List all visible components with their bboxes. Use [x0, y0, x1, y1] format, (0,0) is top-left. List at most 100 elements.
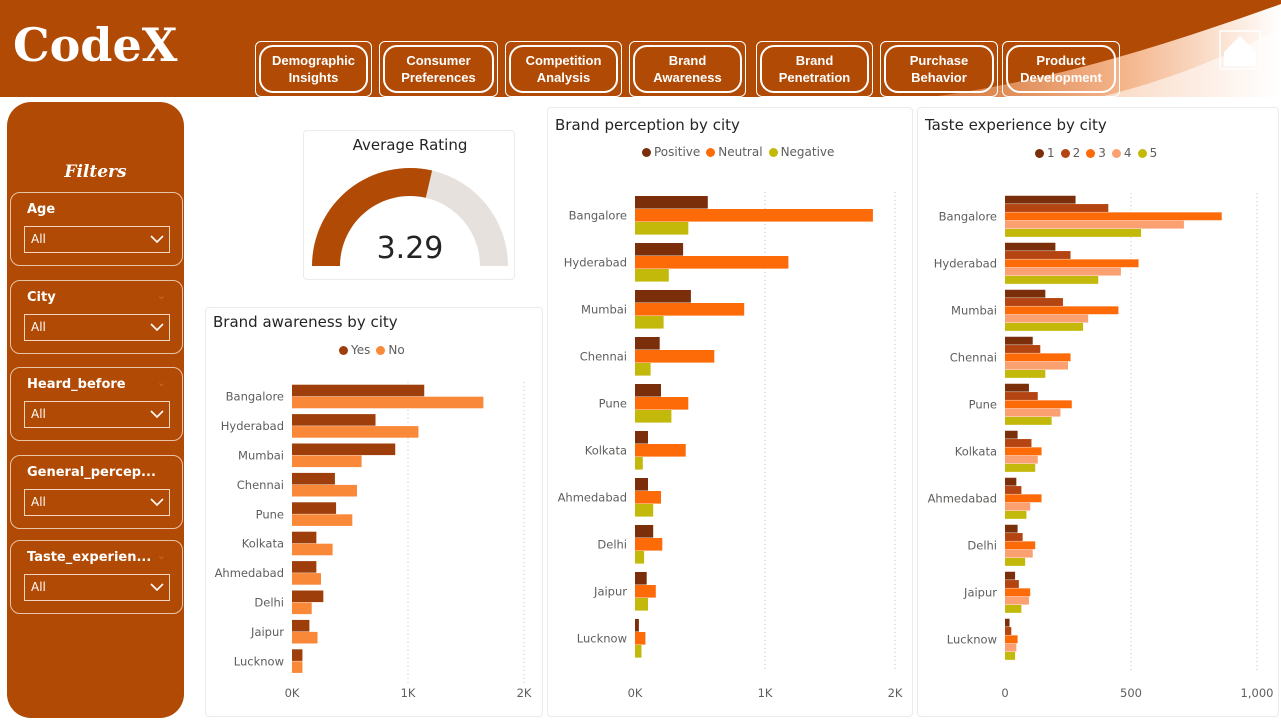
- bar-2[interactable]: [1005, 439, 1032, 447]
- bar-3[interactable]: [1005, 588, 1031, 597]
- bar-5[interactable]: [1005, 510, 1027, 519]
- legend-item[interactable]: 2: [1060, 146, 1080, 160]
- nav-competition-analysis[interactable]: Competition Analysis: [505, 41, 622, 97]
- bar-3[interactable]: [1005, 447, 1042, 456]
- bar-no[interactable]: [292, 426, 419, 438]
- bar-2[interactable]: [1005, 486, 1022, 494]
- bar-positive[interactable]: [635, 525, 654, 538]
- bar-negative[interactable]: [635, 645, 642, 658]
- bar-positive[interactable]: [635, 384, 661, 397]
- bar-yes[interactable]: [292, 384, 425, 397]
- legend-item[interactable]: 5: [1137, 146, 1157, 160]
- bar-4[interactable]: [1005, 549, 1033, 558]
- bar-neutral[interactable]: [635, 397, 689, 410]
- bar-yes[interactable]: [292, 472, 335, 485]
- filter-taste-experience-dropdown[interactable]: All: [24, 574, 170, 601]
- legend-item[interactable]: 1: [1035, 146, 1055, 160]
- bar-positive[interactable]: [635, 572, 647, 585]
- bar-yes[interactable]: [292, 649, 303, 661]
- bar-5[interactable]: [1005, 604, 1022, 613]
- bar-negative[interactable]: [635, 598, 648, 611]
- bar-2[interactable]: [1005, 345, 1041, 353]
- bar-1[interactable]: [1005, 571, 1016, 580]
- bar-4[interactable]: [1005, 502, 1031, 511]
- bar-neutral[interactable]: [635, 491, 661, 504]
- chevron-down-icon[interactable]: ⌄: [156, 376, 166, 389]
- bar-4[interactable]: [1005, 361, 1068, 370]
- nav-demographic-insights[interactable]: Demographic Insights: [255, 41, 372, 97]
- legend-item[interactable]: Positive: [642, 145, 700, 159]
- nav-consumer-preferences[interactable]: Consumer Preferences: [379, 41, 498, 97]
- bar-yes[interactable]: [292, 561, 317, 573]
- chevron-down-icon[interactable]: ⌄: [156, 549, 166, 562]
- bar-1[interactable]: [1005, 242, 1056, 251]
- bar-1[interactable]: [1005, 618, 1010, 627]
- bar-2[interactable]: [1005, 627, 1012, 635]
- bar-3[interactable]: [1005, 400, 1072, 409]
- bar-negative[interactable]: [635, 269, 669, 282]
- bar-no[interactable]: [292, 602, 312, 615]
- bar-positive[interactable]: [635, 431, 648, 444]
- bar-negative[interactable]: [635, 504, 654, 517]
- bar-2[interactable]: [1005, 392, 1038, 400]
- bar-3[interactable]: [1005, 494, 1042, 503]
- bar-5[interactable]: [1005, 275, 1099, 284]
- bar-5[interactable]: [1005, 322, 1084, 331]
- bar-no[interactable]: [292, 543, 333, 556]
- bar-neutral[interactable]: [635, 538, 663, 551]
- bar-no[interactable]: [292, 396, 484, 409]
- bar-no[interactable]: [292, 573, 321, 585]
- bar-1[interactable]: [1005, 430, 1018, 439]
- bar-neutral[interactable]: [635, 444, 686, 457]
- bar-neutral[interactable]: [635, 350, 715, 363]
- bar-5[interactable]: [1005, 228, 1142, 237]
- bar-positive[interactable]: [635, 337, 660, 350]
- bar-neutral[interactable]: [635, 585, 656, 598]
- bar-4[interactable]: [1005, 455, 1038, 464]
- bar-1[interactable]: [1005, 336, 1033, 345]
- bar-neutral[interactable]: [635, 209, 873, 222]
- nav-product-development[interactable]: Product Development: [1002, 41, 1120, 97]
- bar-2[interactable]: [1005, 204, 1109, 212]
- bar-no[interactable]: [292, 455, 362, 468]
- bar-positive[interactable]: [635, 478, 648, 491]
- bar-yes[interactable]: [292, 531, 317, 544]
- bar-4[interactable]: [1005, 314, 1089, 323]
- legend-item[interactable]: 4: [1111, 146, 1132, 160]
- bar-neutral[interactable]: [635, 303, 745, 316]
- bar-negative[interactable]: [635, 410, 672, 423]
- bar-5[interactable]: [1005, 557, 1026, 566]
- bar-positive[interactable]: [635, 243, 684, 256]
- bar-no[interactable]: [292, 631, 318, 644]
- bar-negative[interactable]: [635, 222, 689, 235]
- bar-positive[interactable]: [635, 619, 639, 632]
- filter-heard-before-dropdown[interactable]: All: [24, 401, 170, 428]
- bar-4[interactable]: [1005, 220, 1184, 229]
- bar-4[interactable]: [1005, 408, 1061, 417]
- bar-5[interactable]: [1005, 369, 1046, 378]
- bar-3[interactable]: [1005, 635, 1018, 644]
- bar-positive[interactable]: [635, 290, 691, 303]
- bar-no[interactable]: [292, 484, 357, 497]
- bar-negative[interactable]: [635, 457, 643, 470]
- bar-2[interactable]: [1005, 298, 1063, 306]
- bar-1[interactable]: [1005, 383, 1029, 392]
- bar-3[interactable]: [1005, 259, 1139, 268]
- bar-3[interactable]: [1005, 212, 1222, 221]
- bar-no[interactable]: [292, 514, 353, 526]
- bar-2[interactable]: [1005, 580, 1019, 588]
- bar-negative[interactable]: [635, 363, 651, 376]
- bar-neutral[interactable]: [635, 632, 646, 645]
- bar-1[interactable]: [1005, 524, 1018, 533]
- bar-positive[interactable]: [635, 196, 708, 209]
- nav-brand-penetration[interactable]: Brand Penetration: [756, 41, 873, 97]
- bar-1[interactable]: [1005, 477, 1017, 486]
- bar-yes[interactable]: [292, 502, 337, 514]
- filter-age-dropdown[interactable]: All: [24, 226, 170, 253]
- legend-item[interactable]: No: [376, 343, 405, 357]
- chevron-down-icon[interactable]: ⌄: [156, 289, 166, 302]
- bar-3[interactable]: [1005, 541, 1036, 550]
- bar-1[interactable]: [1005, 289, 1046, 298]
- bar-yes[interactable]: [292, 414, 376, 426]
- bar-2[interactable]: [1005, 533, 1023, 541]
